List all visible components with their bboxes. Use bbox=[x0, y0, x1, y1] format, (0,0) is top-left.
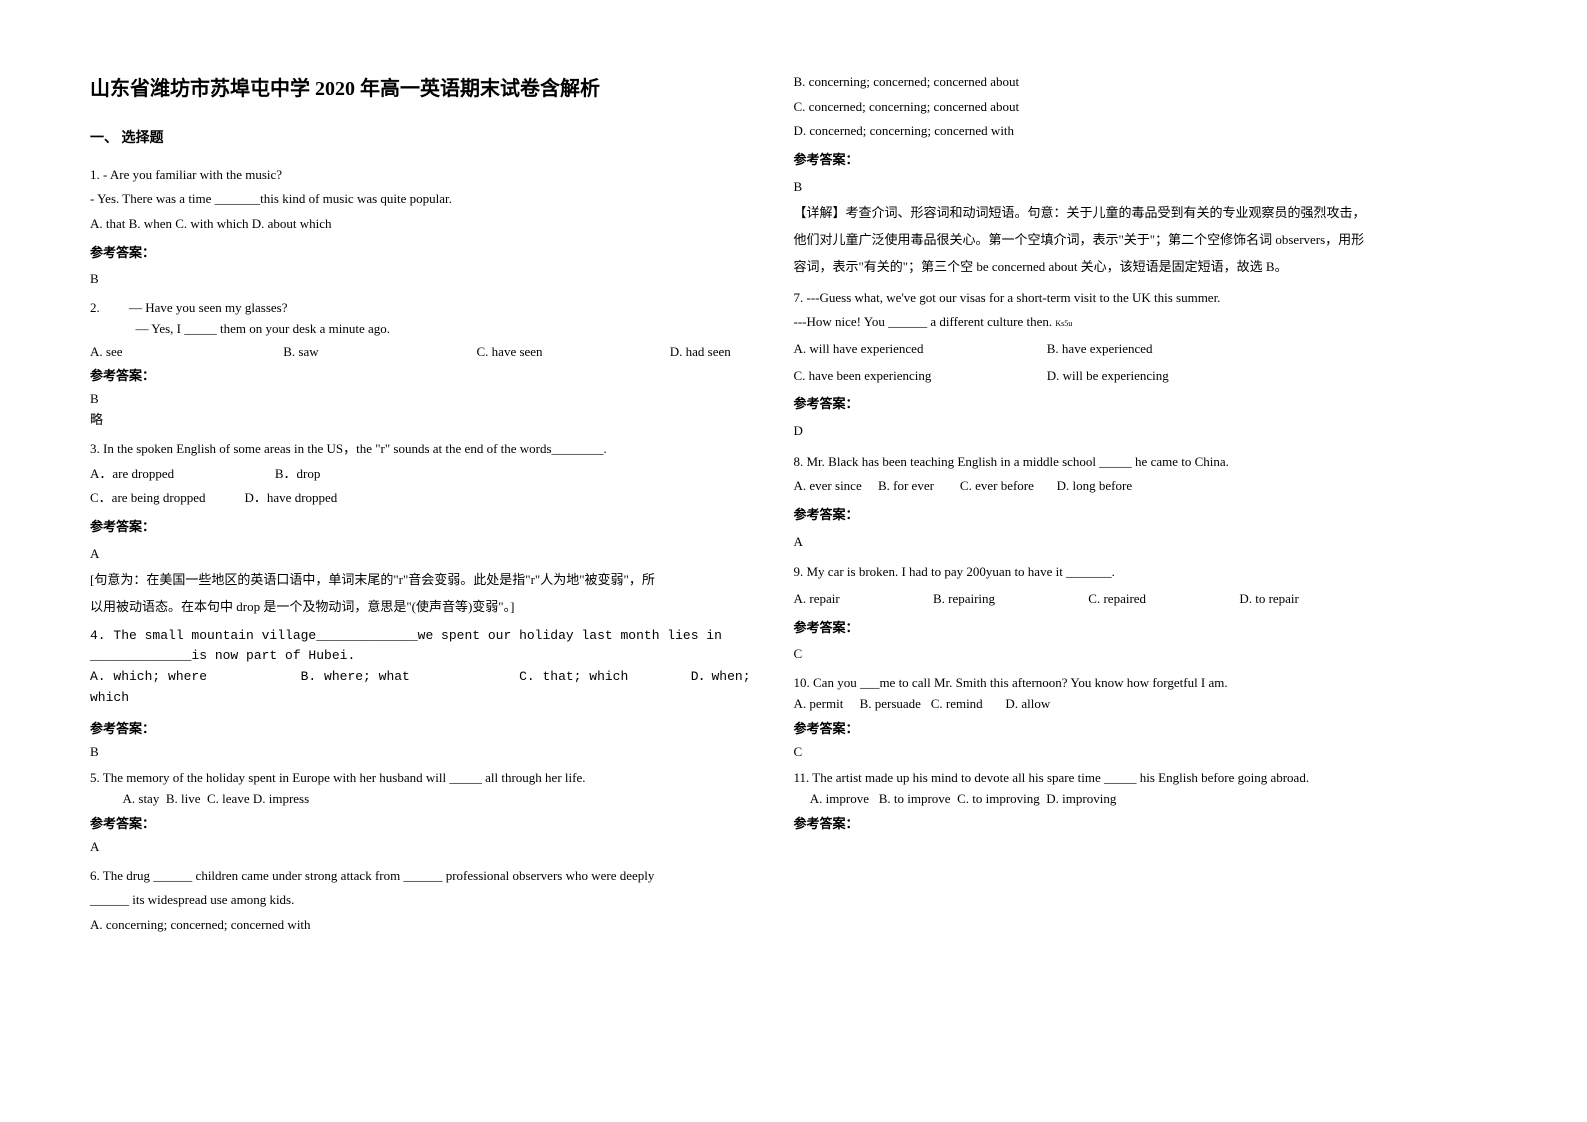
question-4: 4. The small mountain village___________… bbox=[90, 626, 764, 763]
q3-ans-label: 参考答案： bbox=[90, 515, 764, 540]
q9-ans: C bbox=[794, 642, 1468, 667]
q7-line2: ---How nice! You ______ a different cult… bbox=[794, 314, 1053, 329]
left-column: 山东省潍坊市苏埠屯中学 2020 年高一英语期末试卷含解析 一、 选择题 1. … bbox=[90, 70, 794, 1082]
q5-ans: A bbox=[90, 837, 764, 858]
q6-ans: B bbox=[794, 175, 1468, 200]
q1-opts: A. that B. when C. with which D. about w… bbox=[90, 212, 764, 237]
q11-ans-label: 参考答案： bbox=[794, 814, 1468, 835]
q5-opts: A. stay B. live C. leave D. impress bbox=[90, 789, 764, 810]
question-1: 1. - Are you familiar with the music? - … bbox=[90, 163, 764, 292]
q7-line1: 7. ---Guess what, we've got our visas fo… bbox=[794, 286, 1468, 311]
q3-explain2: 以用被动语态。在本句中 drop 是一个及物动词，意思是"(使声音等)变弱"。] bbox=[90, 595, 764, 620]
q2-line1: 2. — Have you seen my glasses? bbox=[90, 298, 764, 319]
q8-ans-label: 参考答案： bbox=[794, 503, 1468, 528]
q7-opt-d: D. will be experiencing bbox=[1047, 364, 1169, 389]
q3-explain1: [句意为：在美国一些地区的英语口语中，单词末尾的"r"音会变弱。此处是指"r"人… bbox=[90, 568, 764, 593]
q2-opts: A. see B. saw C. have seen D. had seen bbox=[90, 342, 764, 363]
q10-opts: A. permit B. persuade C. remind D. allow bbox=[794, 694, 1468, 715]
q3-opts1: A．are dropped B．drop bbox=[90, 462, 764, 487]
question-3: 3. In the spoken English of some areas i… bbox=[90, 437, 764, 620]
question-6-start: 6. The drug ______ children came under s… bbox=[90, 864, 764, 938]
q6-explain1: 【详解】考查介词、形容词和动词短语。句意：关于儿童的毒品受到有关的专业观察员的强… bbox=[794, 201, 1468, 226]
q3-ans: A bbox=[90, 542, 764, 567]
q7-ans: D bbox=[794, 419, 1468, 444]
q8-line1: 8. Mr. Black has been teaching English i… bbox=[794, 450, 1468, 475]
q3-opts2: C．are being dropped D．have dropped bbox=[90, 486, 764, 511]
q5-line1: 5. The memory of the holiday spent in Eu… bbox=[90, 768, 764, 789]
q6-opt-d: D. concerned; concerning; concerned with bbox=[794, 119, 1468, 144]
q1-line2: - Yes. There was a time _______this kind… bbox=[90, 187, 764, 212]
q8-ans: A bbox=[794, 530, 1468, 555]
q2-opt-c: C. have seen bbox=[477, 342, 637, 363]
q11-line1: 11. The artist made up his mind to devot… bbox=[794, 768, 1468, 789]
q9-ans-label: 参考答案： bbox=[794, 616, 1468, 641]
q4-line1: 4. The small mountain village___________… bbox=[90, 626, 764, 668]
question-11: 11. The artist made up his mind to devot… bbox=[794, 768, 1468, 834]
q7-note: Ks5u bbox=[1055, 319, 1072, 328]
q10-ans: C bbox=[794, 742, 1468, 763]
q6-line2: ______ its widespread use among kids. bbox=[90, 888, 764, 913]
q9-opt-b: B. repairing bbox=[933, 587, 995, 612]
question-9: 9. My car is broken. I had to pay 200yua… bbox=[794, 560, 1468, 667]
question-2: 2. — Have you seen my glasses? — Yes, I … bbox=[90, 298, 764, 431]
q6-opt-b: B. concerning; concerned; concerned abou… bbox=[794, 70, 1468, 95]
q1-ans: B bbox=[90, 267, 764, 292]
q7-opts-row2: C. have been experiencing D. will be exp… bbox=[794, 364, 1468, 389]
q3-line1: 3. In the spoken English of some areas i… bbox=[90, 437, 764, 462]
q6-opt-a: A. concerning; concerned; concerned with bbox=[90, 913, 764, 938]
section-heading: 一、 选择题 bbox=[90, 126, 764, 153]
question-5: 5. The memory of the holiday spent in Eu… bbox=[90, 768, 764, 857]
q9-opt-c: C. repaired bbox=[1088, 587, 1146, 612]
q6-ans-label: 参考答案： bbox=[794, 148, 1468, 173]
right-column: B. concerning; concerned; concerned abou… bbox=[794, 70, 1498, 1082]
q7-opt-c: C. have been experiencing bbox=[794, 364, 1014, 389]
q1-ans-label: 参考答案： bbox=[90, 241, 764, 266]
q6-explain2: 他们对儿童广泛使用毒品很关心。第一个空填介词，表示"关于"；第二个空修饰名词 o… bbox=[794, 228, 1468, 253]
page-title: 山东省潍坊市苏埠屯中学 2020 年高一英语期末试卷含解析 bbox=[90, 70, 764, 108]
q7-ans-label: 参考答案： bbox=[794, 392, 1468, 417]
q2-ans: B bbox=[90, 389, 764, 410]
q9-opts: A. repair B. repairing C. repaired D. to… bbox=[794, 587, 1468, 612]
q11-opts: A. improve B. to improve C. to improving… bbox=[794, 789, 1468, 810]
q10-ans-label: 参考答案： bbox=[794, 719, 1468, 740]
q7-opt-a: A. will have experienced bbox=[794, 337, 1014, 362]
q1-line1: 1. - Are you familiar with the music? bbox=[90, 163, 764, 188]
q2-ans-label: 参考答案： bbox=[90, 366, 764, 387]
q9-opt-a: A. repair bbox=[794, 587, 840, 612]
q9-line1: 9. My car is broken. I had to pay 200yua… bbox=[794, 560, 1468, 585]
q9-opt-d: D. to repair bbox=[1239, 587, 1299, 612]
q4-ans-label: 参考答案： bbox=[90, 719, 764, 740]
q10-line1: 10. Can you ___me to call Mr. Smith this… bbox=[794, 673, 1468, 694]
question-6-cont: B. concerning; concerned; concerned abou… bbox=[794, 70, 1468, 280]
q2-opt-b: B. saw bbox=[283, 342, 443, 363]
q7-opt-b: B. have experienced bbox=[1047, 337, 1153, 362]
q2-line2: — Yes, I _____ them on your desk a minut… bbox=[90, 319, 764, 340]
q4-opts: A. which; where B. where; what C. that; … bbox=[90, 667, 764, 709]
q2-note: 略 bbox=[90, 410, 764, 431]
q6-explain3: 容词，表示"有关的"；第三个空 be concerned about 关心，该短… bbox=[794, 255, 1468, 280]
q2-opt-d: D. had seen bbox=[670, 342, 731, 363]
question-10: 10. Can you ___me to call Mr. Smith this… bbox=[794, 673, 1468, 762]
q6-line1: 6. The drug ______ children came under s… bbox=[90, 864, 764, 889]
q5-ans-label: 参考答案： bbox=[90, 814, 764, 835]
q2-opt-a: A. see bbox=[90, 342, 250, 363]
question-8: 8. Mr. Black has been teaching English i… bbox=[794, 450, 1468, 555]
q7-opts-row1: A. will have experienced B. have experie… bbox=[794, 337, 1468, 362]
q6-opt-c: C. concerned; concerning; concerned abou… bbox=[794, 95, 1468, 120]
question-7: 7. ---Guess what, we've got our visas fo… bbox=[794, 286, 1468, 444]
q8-opts: A. ever since B. for ever C. ever before… bbox=[794, 474, 1468, 499]
q4-ans: B bbox=[90, 742, 764, 763]
q7-line2-wrap: ---How nice! You ______ a different cult… bbox=[794, 310, 1468, 335]
